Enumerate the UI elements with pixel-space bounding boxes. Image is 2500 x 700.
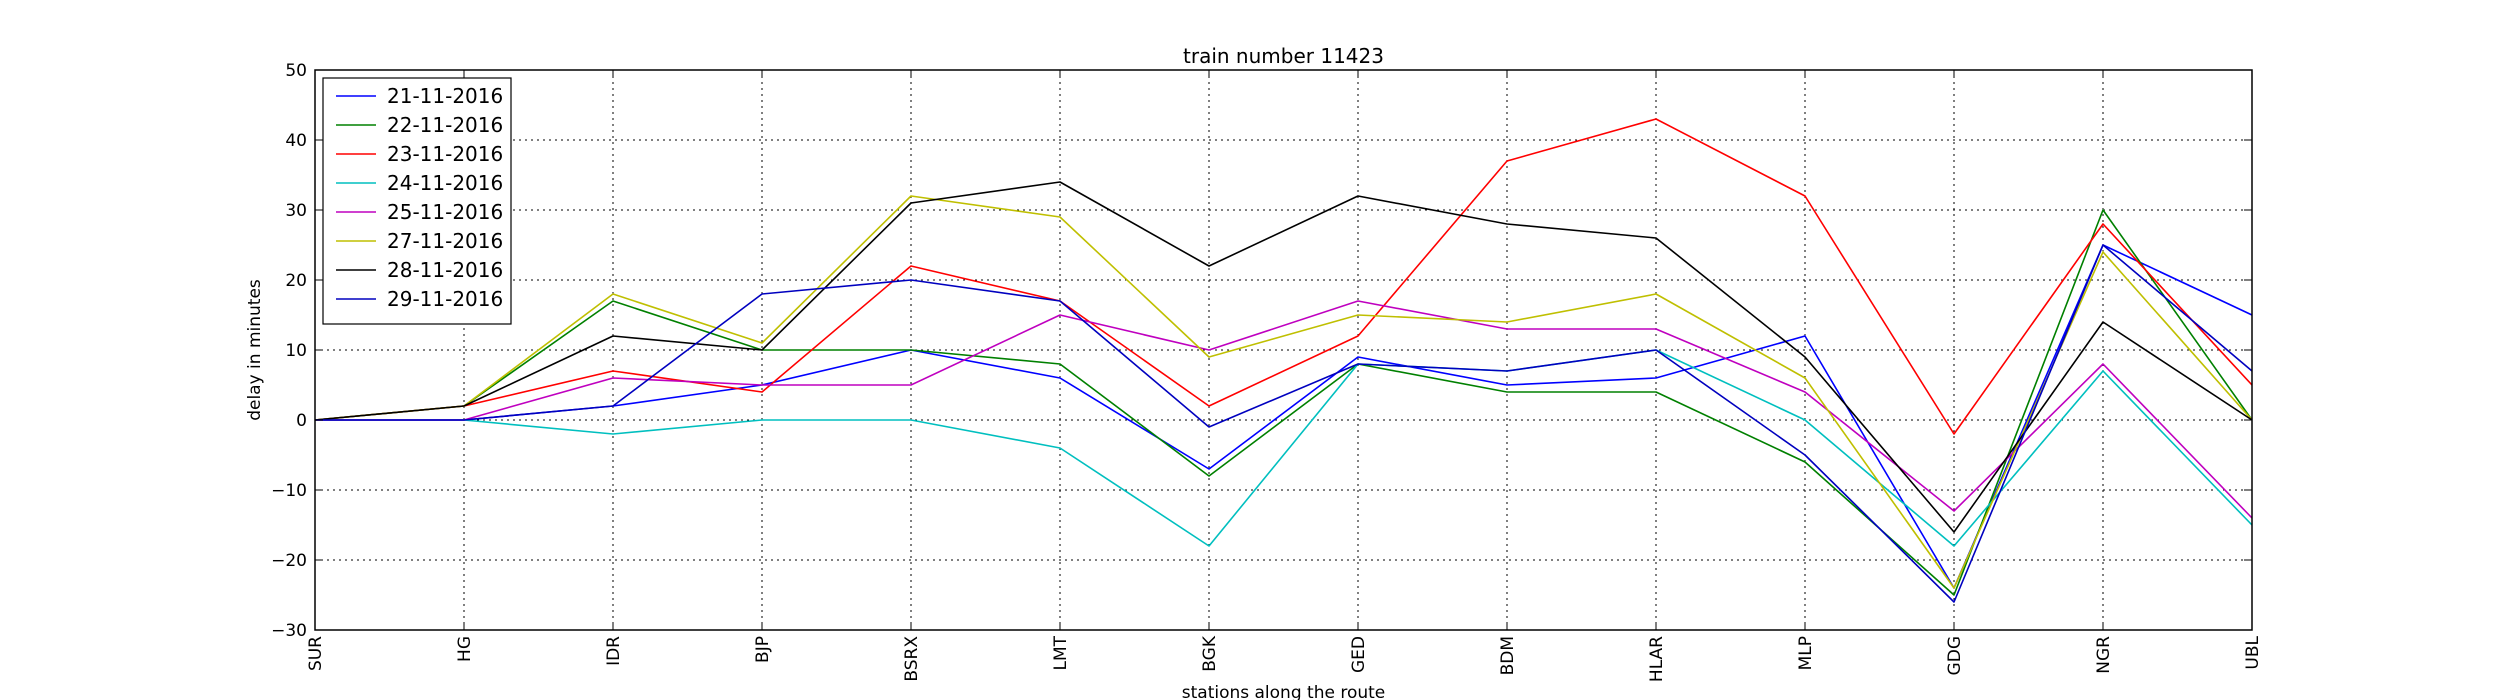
legend-label: 25-11-2016 — [387, 200, 503, 224]
x-tick-label: HG — [455, 636, 475, 662]
series-line — [314, 209, 2253, 596]
y-tick-label: 40 — [285, 131, 307, 151]
x-tick-label: BJP — [753, 636, 773, 663]
x-tick-label: BSRX — [902, 636, 922, 682]
chart-title: train number 11423 — [1183, 44, 1384, 68]
series-lines — [314, 118, 2253, 603]
x-tick-label: HLAR — [1647, 636, 1667, 682]
y-tick-label: 20 — [285, 271, 307, 291]
legend-label: 27-11-2016 — [387, 229, 503, 253]
x-tick-label: IDR — [604, 636, 624, 666]
series-line — [314, 181, 2253, 533]
legend-label: 21-11-2016 — [387, 84, 503, 108]
x-tick-label: GED — [1349, 636, 1369, 673]
y-tick-label: −30 — [271, 621, 307, 641]
x-tick-label: LMT — [1051, 635, 1071, 670]
x-tick-label: BGK — [1200, 635, 1220, 672]
series-line — [314, 195, 2253, 589]
legend-label: 22-11-2016 — [387, 113, 503, 137]
y-tick-label: 10 — [285, 341, 307, 361]
legend-label: 29-11-2016 — [387, 287, 503, 311]
legend-label: 28-11-2016 — [387, 258, 503, 282]
y-tick-label: 30 — [285, 201, 307, 221]
axis-ticks: −30 −20 −10 0 10 20 30 40 50 SUR HG IDR BJP BSRX LMT BG… — [271, 61, 2263, 682]
y-axis-label: delay in minutes — [245, 279, 265, 421]
x-tick-label: UBL — [2243, 635, 2263, 669]
legend-label: 23-11-2016 — [387, 142, 503, 166]
legend: 21-11-2016 22-11-2016 23-11-2016 24-11-2016… — [322, 77, 512, 325]
x-axis-label: stations along the route — [1182, 683, 1386, 700]
series-line — [315, 244, 2253, 603]
y-tick-label: −10 — [271, 481, 307, 501]
series-line — [315, 349, 2253, 547]
x-tick-label: NGR — [2094, 636, 2114, 674]
series-line — [315, 244, 2253, 589]
x-tick-label: GDG — [1945, 636, 1965, 675]
x-tick-label: MLP — [1796, 636, 1816, 670]
legend-label: 24-11-2016 — [387, 171, 503, 195]
y-tick-label: 50 — [285, 61, 307, 81]
series-line — [315, 300, 2253, 519]
y-tick-label: 0 — [296, 411, 307, 431]
x-tick-label: SUR — [306, 636, 326, 671]
legend-box — [322, 77, 512, 325]
series-line — [314, 118, 2253, 435]
x-tick-label: BDM — [1498, 636, 1518, 675]
y-tick-label: −20 — [271, 551, 307, 571]
